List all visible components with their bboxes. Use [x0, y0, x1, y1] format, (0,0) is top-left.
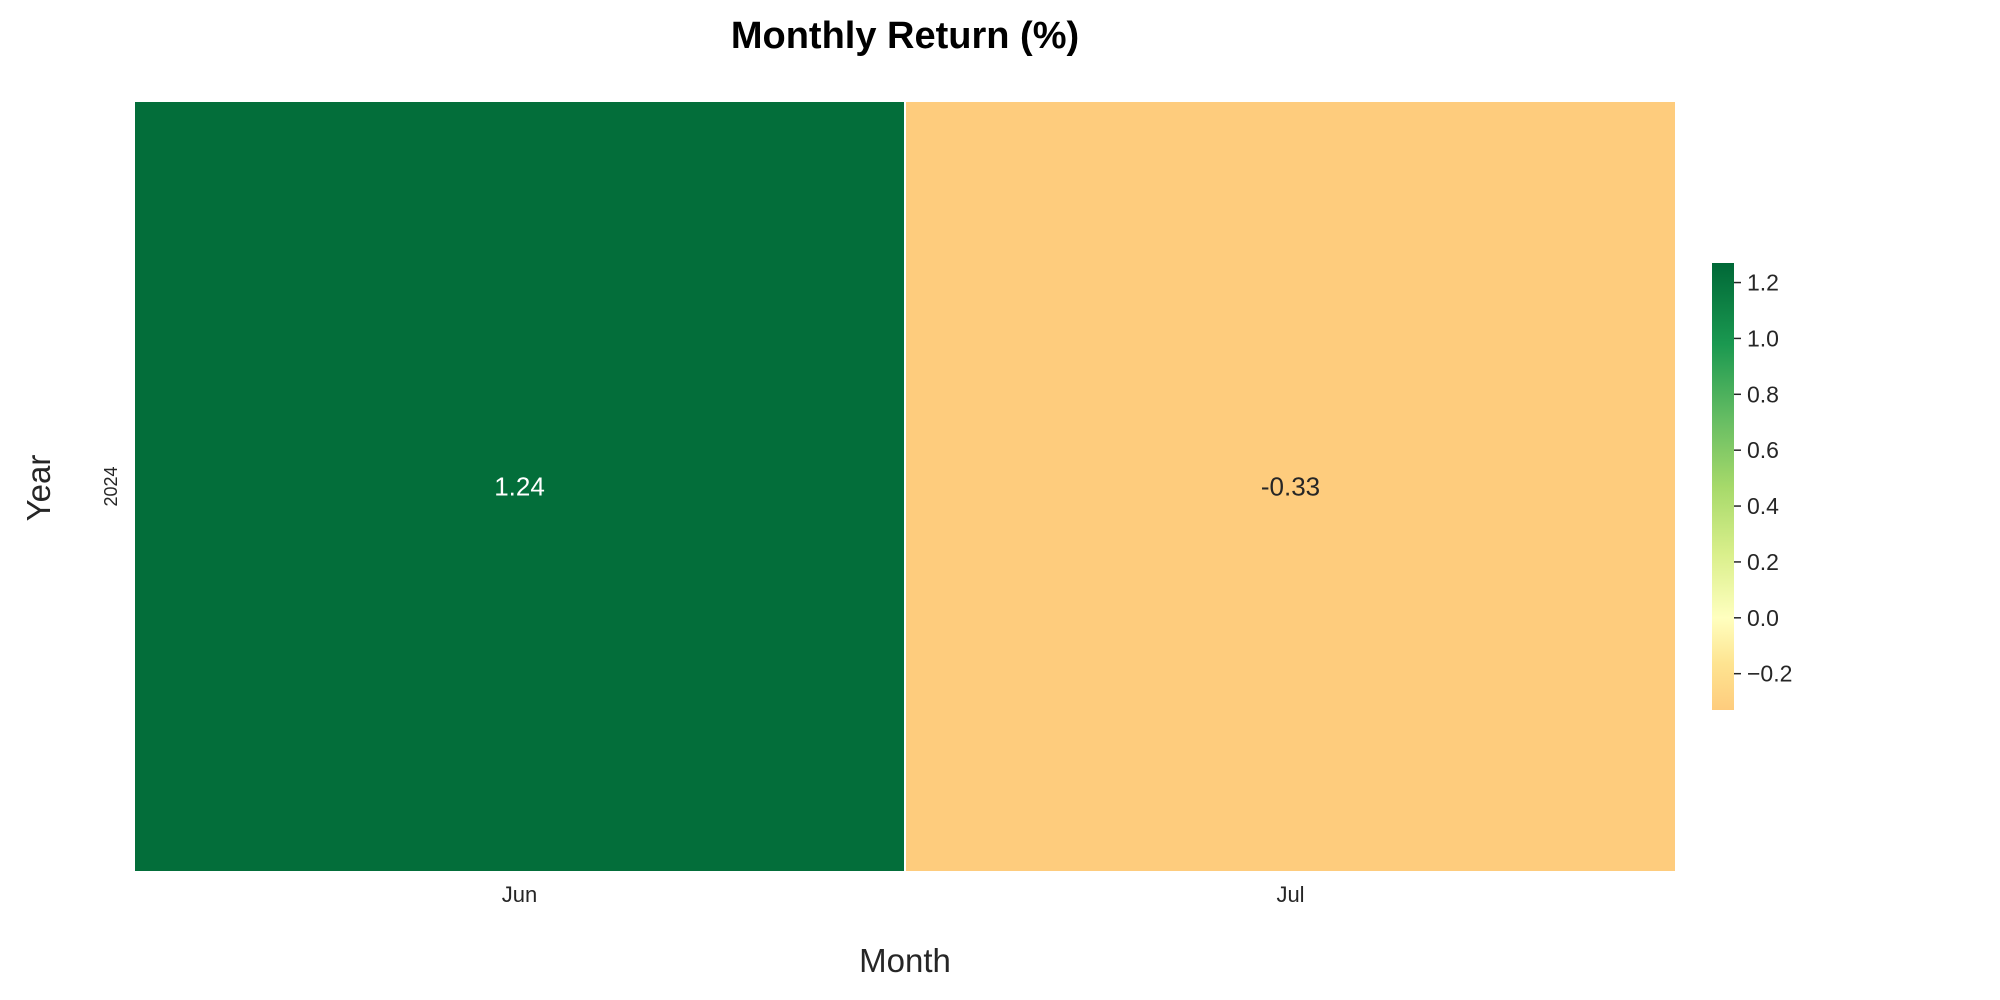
colorbar-tick-label: 0.6 — [1747, 437, 1779, 463]
colorbar-tick-label: 0.8 — [1747, 381, 1779, 407]
heatmap-cell-2024-Jul — [904, 100, 1677, 873]
y-axis-label: Year — [20, 455, 57, 522]
x-tick-label: Jun — [502, 882, 537, 907]
x-tick-labels: Jun Jul — [502, 882, 1305, 907]
x-tick-label: Jul — [1276, 882, 1304, 907]
colorbar-ticks: 1.2 1.0 0.8 0.6 0.4 0.2 0.0 −0.2 — [1734, 270, 1792, 687]
colorbar-tick-label: 1.0 — [1747, 325, 1779, 351]
y-tick-labels: 2024 — [101, 466, 121, 506]
colorbar-tick-label: 1.2 — [1747, 270, 1779, 296]
y-tick-label: 2024 — [101, 466, 121, 506]
colorbar-tick-label: 0.0 — [1747, 605, 1779, 631]
cell-value-label: -0.33 — [1261, 472, 1320, 502]
cell-value-label: 1.24 — [494, 472, 545, 502]
x-axis-label: Month — [859, 942, 951, 979]
colorbar-tick-label: 0.2 — [1747, 549, 1779, 575]
colorbar — [1712, 263, 1734, 710]
heatmap-cells: 1.24 -0.33 — [133, 100, 1677, 873]
colorbar-tick-label: 0.4 — [1747, 493, 1779, 519]
chart-title: Monthly Return (%) — [731, 15, 1079, 57]
colorbar-tick-label: −0.2 — [1747, 661, 1792, 687]
heatmap-cell-2024-Jun — [133, 100, 906, 873]
